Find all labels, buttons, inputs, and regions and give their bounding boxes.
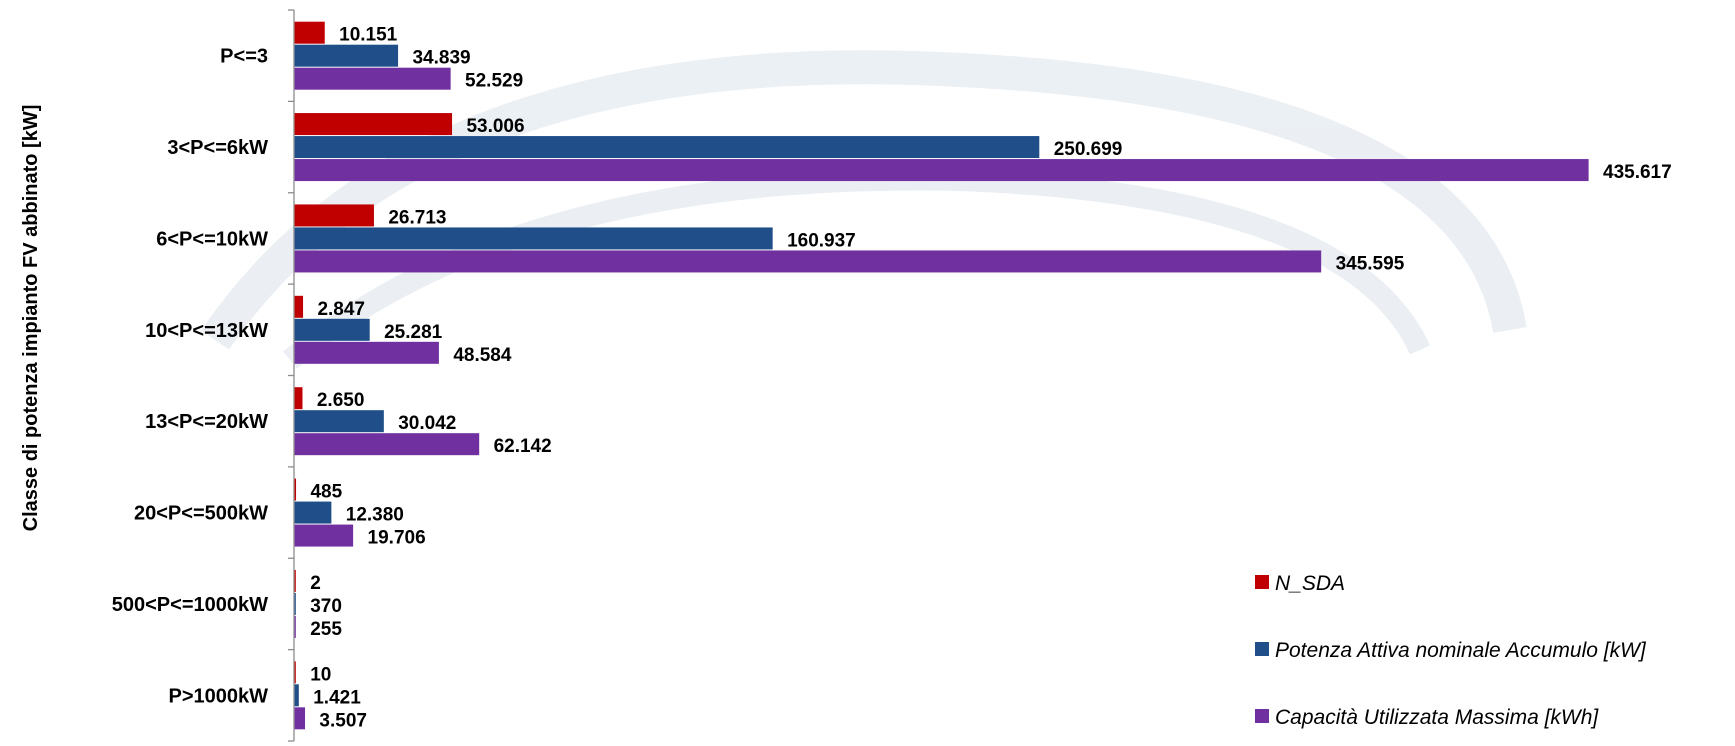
data-label: 345.595 <box>1336 253 1405 274</box>
bar <box>294 21 325 44</box>
bar <box>294 204 374 227</box>
bar <box>294 569 296 592</box>
bar <box>294 113 453 136</box>
legend-label: Potenza Attiva nominale Accumulo [kW] <box>1275 639 1647 662</box>
data-label: 370 <box>310 596 342 617</box>
legend-swatch <box>1255 642 1269 656</box>
data-label: 53.006 <box>466 116 524 137</box>
data-label: 2 <box>310 573 321 594</box>
category-label: 3<P<=6kW <box>167 137 268 159</box>
legend-label: N_SDA <box>1275 572 1345 595</box>
bar <box>294 387 303 410</box>
category-label: 10<P<=13kW <box>145 320 268 342</box>
data-label: 12.380 <box>346 505 404 526</box>
bar <box>294 67 451 90</box>
legend-label: Capacità Utilizzata Massima [kWh] <box>1275 706 1599 729</box>
data-label: 2.847 <box>317 299 365 320</box>
category-label: P>1000kW <box>168 685 268 707</box>
bar <box>294 592 296 615</box>
bar <box>294 501 332 524</box>
data-label: 10 <box>310 664 331 685</box>
legend-swatch <box>1255 709 1269 723</box>
data-label: 255 <box>310 619 342 640</box>
bar <box>294 159 1589 182</box>
data-label: 19.706 <box>368 528 426 549</box>
bar <box>294 227 773 250</box>
bar <box>294 707 306 730</box>
bar <box>294 136 1040 159</box>
data-label: 250.699 <box>1054 139 1123 160</box>
data-label: 3.507 <box>319 710 367 731</box>
category-label: 6<P<=10kW <box>156 228 268 250</box>
legend-swatch <box>1255 575 1269 589</box>
legend: N_SDA Potenza Attiva nominale Accumulo [k… <box>1255 572 1647 729</box>
data-label: 10.151 <box>339 25 398 46</box>
data-label: 62.142 <box>494 436 552 457</box>
category-label: P<=3 <box>220 46 268 68</box>
data-label: 435.617 <box>1603 162 1672 183</box>
data-label: 25.281 <box>384 322 443 343</box>
bar <box>294 410 384 433</box>
bar <box>294 478 297 501</box>
bar <box>294 295 304 318</box>
data-label: 48.584 <box>453 345 512 366</box>
category-label: 500<P<=1000kW <box>112 594 268 616</box>
category-label: 20<P<=500kW <box>134 503 268 525</box>
data-label: 52.529 <box>465 71 523 92</box>
data-label: 30.042 <box>398 413 456 434</box>
bar <box>294 433 480 456</box>
data-label: 34.839 <box>412 48 470 69</box>
bar <box>294 318 370 341</box>
bar <box>294 44 399 67</box>
bar <box>294 661 296 684</box>
bar <box>294 524 354 547</box>
data-label: 485 <box>310 482 342 503</box>
bar <box>294 615 296 638</box>
bar <box>294 250 1322 273</box>
category-label: 13<P<=20kW <box>145 411 268 433</box>
bar <box>294 684 299 707</box>
data-label: 2.650 <box>317 390 365 411</box>
data-label: 160.937 <box>787 230 856 251</box>
data-label: 26.713 <box>388 207 446 228</box>
y-axis-title: Classe di potenza impianto FV abbinato [… <box>20 105 42 532</box>
data-label: 1.421 <box>313 687 361 708</box>
bar <box>294 341 439 364</box>
